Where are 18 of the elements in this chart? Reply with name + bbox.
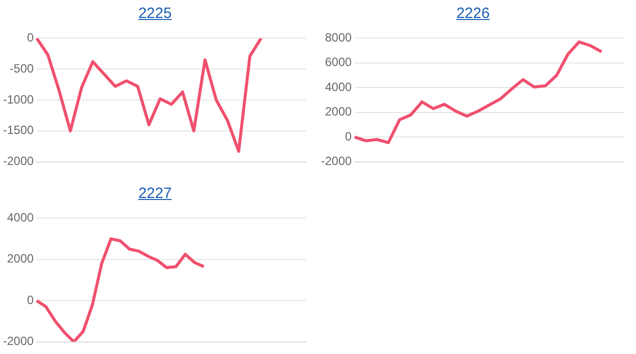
- y-tick-label: 2000: [6, 252, 34, 266]
- y-tick-label: -500: [10, 61, 34, 76]
- y-tick-label: 2000: [324, 104, 352, 119]
- y-tick-label: -2000: [320, 154, 352, 168]
- y-tick-label: 0: [27, 292, 34, 307]
- chart-title: 2225: [138, 5, 172, 22]
- y-tick-label: 6000: [324, 55, 352, 70]
- y-tick-label: 0: [27, 30, 34, 45]
- chart-title: 2227: [138, 185, 172, 202]
- y-tick-label: 4000: [6, 210, 34, 225]
- y-tick-label: -1000: [2, 92, 34, 106]
- chart-title: 2226: [456, 5, 490, 22]
- y-tick-label: -2000: [2, 334, 34, 348]
- y-tick-label: -1500: [2, 123, 34, 138]
- y-tick-label: 4000: [324, 80, 352, 94]
- y-tick-label: 0: [345, 129, 352, 144]
- y-tick-label: -2000: [2, 154, 34, 168]
- y-tick-label: 8000: [324, 30, 352, 45]
